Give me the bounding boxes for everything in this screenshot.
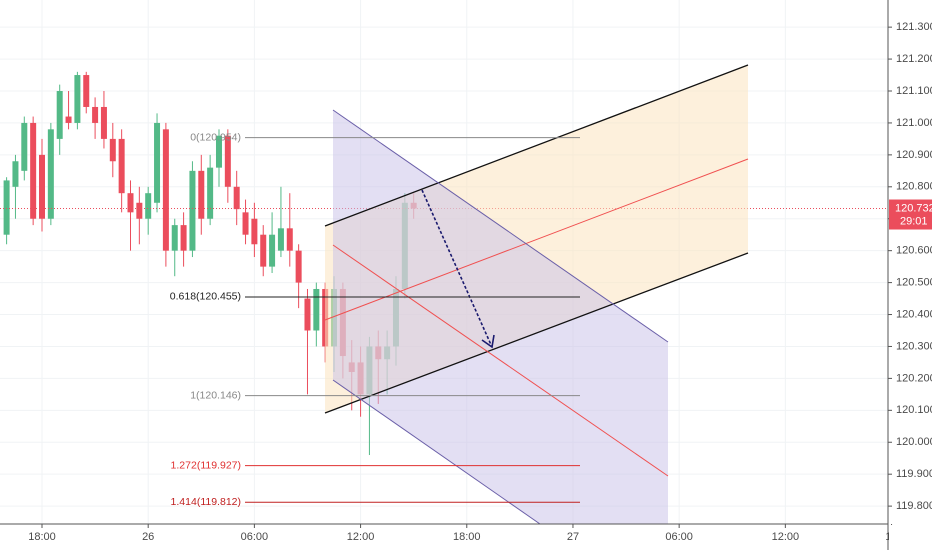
candle-body <box>207 167 214 219</box>
candle-body <box>154 122 161 203</box>
arrow-line <box>421 189 493 348</box>
candle-body <box>127 193 134 213</box>
fibonacci: 0(120.954) 0.618(120.455) 1(120.146) 1.272(… <box>170 131 580 508</box>
candle-body <box>145 193 152 219</box>
fib-label: 1.272(119.927) <box>171 459 241 471</box>
y-tick-label: 120.800 <box>896 181 932 193</box>
desc-top <box>332 109 669 343</box>
y-tick-label: 119.800 <box>896 500 932 512</box>
candle-body <box>269 234 276 267</box>
y-tick-label: 121.000 <box>896 117 932 129</box>
fib-label: 1(120.146) <box>190 389 241 401</box>
candle-body <box>295 250 302 283</box>
y-tick-label: 120.300 <box>896 340 932 352</box>
candle-body <box>233 186 240 210</box>
desc-bottom <box>332 379 541 525</box>
candle-body <box>56 91 63 139</box>
candle-body <box>304 298 311 331</box>
candle-body <box>260 234 267 267</box>
candle-body <box>189 170 196 251</box>
candle-body <box>21 122 28 171</box>
y-tick-label: 120.600 <box>896 245 932 257</box>
y-tick-label: 121.300 <box>896 21 932 33</box>
candle-body <box>100 106 107 139</box>
candle-body <box>74 75 81 123</box>
candle-body <box>136 202 143 219</box>
x-tick-label: 06:00 <box>665 531 693 543</box>
descending-channel <box>333 110 668 524</box>
candle-body <box>251 218 258 245</box>
y-tick-label: 120.000 <box>896 436 932 448</box>
arrow-head <box>481 334 495 349</box>
y-tick-label: 120.500 <box>896 277 932 289</box>
candle-body <box>162 129 169 251</box>
y-tick-label: 120.900 <box>896 149 932 161</box>
y-axis-corner <box>889 525 932 550</box>
channel-top <box>324 64 749 227</box>
x-tick-label: 27 <box>567 531 579 543</box>
fib-label: 0.618(120.455) <box>170 291 241 303</box>
candle-body <box>198 170 205 219</box>
x-tick-label: 06:00 <box>241 531 269 543</box>
candle-body <box>109 138 116 162</box>
y-tick-label: 121.200 <box>896 53 932 65</box>
candle-body <box>224 135 231 187</box>
candle-body <box>65 116 72 123</box>
candle-body <box>180 225 187 251</box>
last-price-label: 120.732 <box>895 202 932 214</box>
last-price-badge <box>889 199 932 230</box>
x-tick-label: 12:00 <box>347 531 375 543</box>
candle-body <box>118 138 125 194</box>
y-tick-label: 121.100 <box>896 85 932 97</box>
x-tick-label: 18:00 <box>28 531 56 543</box>
y-tick-label: 120.100 <box>896 404 932 416</box>
candle-body <box>3 180 10 235</box>
candle-body <box>12 161 19 187</box>
candle-body <box>242 212 249 235</box>
x-tick-label: 12:00 <box>772 531 800 543</box>
x-tick-label: 26 <box>142 531 154 543</box>
candle-body <box>313 288 320 331</box>
y-tick-label: 120.400 <box>896 308 932 320</box>
candle-body <box>30 122 37 219</box>
y-tick-label: 119.900 <box>896 468 932 480</box>
candle-body <box>286 228 293 251</box>
desc-mid <box>332 244 669 477</box>
candle-body <box>47 129 54 219</box>
channel-bottom <box>324 252 749 414</box>
x-tick-label: 18:00 <box>453 531 481 543</box>
candle-body <box>92 106 99 123</box>
candle-body <box>215 135 222 168</box>
fib-label: 0(120.954) <box>190 131 241 143</box>
countdown-label: 29:01 <box>900 215 928 227</box>
candle-body <box>171 225 178 251</box>
y-tick-label: 120.200 <box>896 372 932 384</box>
x-axis-panel <box>0 524 932 550</box>
candle-body <box>38 154 45 219</box>
drawings <box>324 64 749 525</box>
y-axis-panel <box>888 0 932 550</box>
fib-label: 1.414(119.812) <box>171 496 241 508</box>
candle-body <box>83 75 90 107</box>
candle-body <box>277 228 284 251</box>
channel-mid <box>324 158 749 321</box>
